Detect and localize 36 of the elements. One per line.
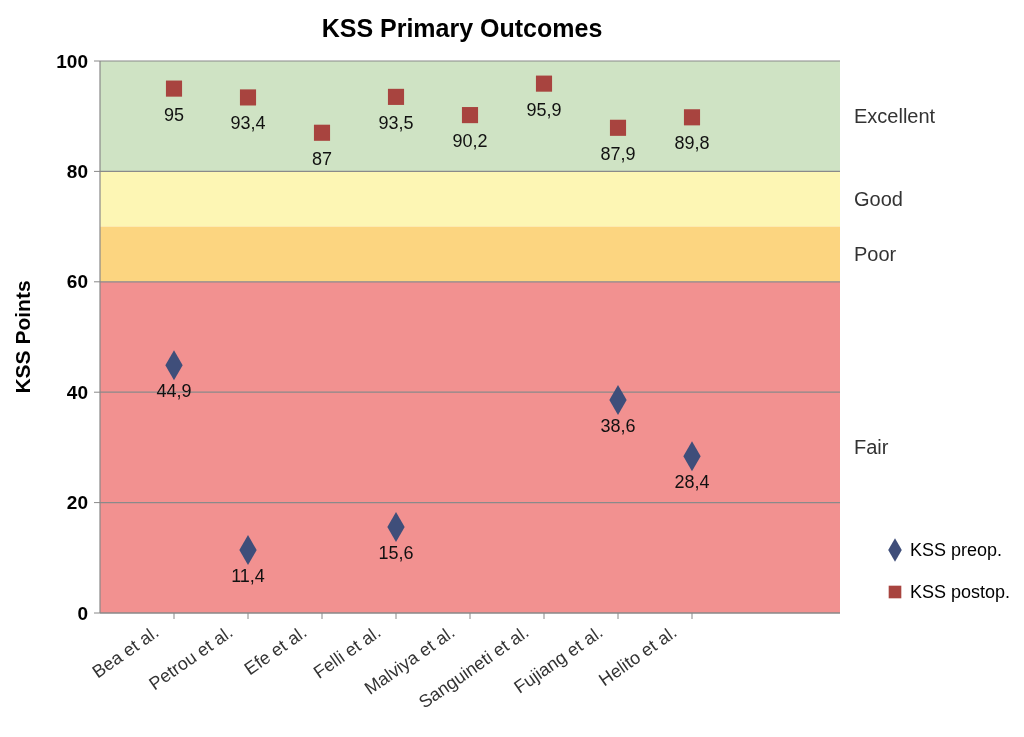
y-axis-title: KSS Points xyxy=(11,280,34,394)
legend-label: KSS postop. xyxy=(910,582,1011,603)
data-label: 15,6 xyxy=(378,542,414,563)
point xyxy=(313,124,331,141)
y-tick-label: 80 xyxy=(66,161,88,183)
point xyxy=(609,119,627,136)
band-label: Good xyxy=(854,188,903,210)
point xyxy=(535,75,553,92)
data-label: 44,9 xyxy=(156,381,192,402)
data-label: 90,2 xyxy=(452,131,488,152)
point xyxy=(683,109,701,126)
y-tick-label: 40 xyxy=(66,381,88,403)
x-tick-label: Efe et al. xyxy=(240,621,311,680)
band-label: Excellent xyxy=(854,105,936,128)
point xyxy=(239,89,257,106)
band-label: Poor xyxy=(854,243,897,266)
data-label: 95 xyxy=(163,104,185,125)
y-tick-label: 0 xyxy=(77,602,88,624)
data-label: 93,4 xyxy=(230,113,266,134)
data-label: 38,6 xyxy=(600,415,636,436)
data-label: 95,9 xyxy=(526,99,562,120)
point xyxy=(165,80,183,97)
data-label: 89,8 xyxy=(674,133,710,154)
data-label: 87 xyxy=(311,148,333,169)
band-label: Fair xyxy=(854,436,889,459)
legend-label: KSS preop. xyxy=(910,540,1003,561)
y-tick-label: 100 xyxy=(56,50,88,72)
data-label: 87,9 xyxy=(600,143,636,164)
y-tick-label: 60 xyxy=(66,271,88,293)
data-label: 93,5 xyxy=(378,112,414,133)
data-label: 28,4 xyxy=(674,472,710,493)
data-label: 11,4 xyxy=(231,566,265,587)
chart-title: KSS Primary Outcomes xyxy=(321,14,603,42)
point xyxy=(461,107,479,124)
y-tick-label: 20 xyxy=(66,492,88,514)
point xyxy=(387,88,405,105)
